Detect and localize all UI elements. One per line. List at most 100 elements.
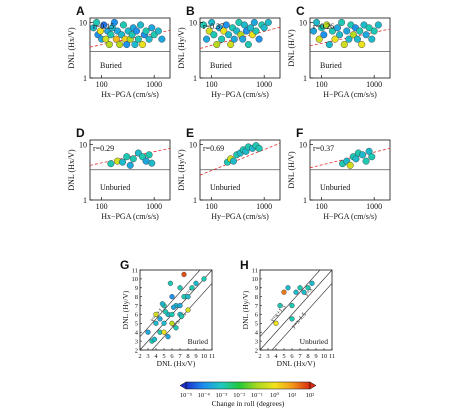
data-point <box>169 294 175 300</box>
data-point <box>328 27 336 35</box>
panel-letter: B <box>186 4 195 18</box>
data-point <box>325 41 333 49</box>
x-axis-label: Hx−PGA (cm/s/s) <box>101 212 159 221</box>
data-point <box>179 313 185 319</box>
data-point <box>210 31 218 39</box>
data-point <box>359 151 367 159</box>
data-point <box>151 336 158 342</box>
r-value-label: r=0.69 <box>203 144 224 153</box>
y-tick-label: 8 <box>135 294 138 301</box>
condition-label: Buried <box>188 337 209 346</box>
y-tick-label: 4 <box>135 330 139 337</box>
data-point <box>333 24 341 32</box>
data-point <box>139 41 147 49</box>
data-point <box>131 41 139 49</box>
data-point <box>173 325 179 331</box>
reference-line <box>260 270 321 337</box>
condition-label: Buried <box>320 61 342 70</box>
data-point <box>227 41 235 49</box>
data-point <box>315 35 323 43</box>
reference-line <box>271 283 332 350</box>
data-point <box>213 41 221 49</box>
data-point <box>145 35 153 43</box>
data-point <box>107 31 115 39</box>
x-tick-label: 6 <box>170 353 174 360</box>
data-point <box>185 294 191 300</box>
data-point <box>134 35 142 43</box>
x-tick-label: 100 <box>316 80 328 89</box>
data-point <box>368 153 376 161</box>
x-axis-label: Hy−PGA (cm/s/s) <box>211 212 269 221</box>
data-point <box>200 21 208 29</box>
data-point <box>123 41 131 49</box>
x-tick-label: 2 <box>138 353 141 360</box>
x-tick-label: 8 <box>186 353 189 360</box>
y-tick-label: 10 <box>189 18 197 27</box>
data-point <box>169 311 175 318</box>
panel-b: 100 1000 1 10 Hy−PGA (cm/s/s) DNL (Hy/V) r=0.3… <box>177 4 281 99</box>
data-point <box>264 18 272 26</box>
data-point <box>145 329 151 335</box>
data-point <box>203 35 211 43</box>
data-point <box>110 18 118 26</box>
condition-label: Buried <box>100 61 122 70</box>
y-tick-label: 3 <box>135 338 138 345</box>
x-tick-label: 5 <box>162 353 165 360</box>
data-point <box>161 320 167 326</box>
x-tick-label: 2 <box>258 353 261 360</box>
x-tick-label: 9 <box>314 353 317 360</box>
panel-h: y=xy=x+1.5 y=x-1.522334455667788991010111… <box>240 258 335 368</box>
data-point <box>193 280 199 286</box>
data-point <box>100 21 108 29</box>
data-point <box>289 316 295 322</box>
panel-g: y=xy=x+1.5 y=x-1.522334455667788991010111… <box>120 258 215 368</box>
x-tick-label: 9 <box>194 353 197 360</box>
r-value-label: r=0.26 <box>313 22 334 31</box>
data-point <box>177 285 183 291</box>
reference-line-label: y=x <box>183 287 194 298</box>
y-tick-label: 11 <box>132 267 138 274</box>
y-tick-label: 4 <box>255 330 259 337</box>
data-point <box>356 27 364 35</box>
y-tick-label: 11 <box>252 267 258 274</box>
trend-line <box>309 147 391 169</box>
data-point <box>123 153 131 161</box>
reference-line <box>260 270 332 350</box>
data-point <box>289 302 295 309</box>
data-point <box>112 35 120 43</box>
data-point <box>137 21 145 29</box>
x-tick-label: 3 <box>266 353 269 360</box>
data-point <box>331 35 339 43</box>
panel-letter: H <box>240 258 249 272</box>
data-point <box>358 41 366 49</box>
reference-lines <box>140 270 212 350</box>
data-point <box>370 27 378 35</box>
panel-letter: E <box>186 126 194 140</box>
data-point <box>310 27 318 35</box>
y-tick-label: 5 <box>255 321 258 328</box>
data-point <box>353 35 361 43</box>
y-axis-label: DNL (Hy/V) <box>241 290 250 329</box>
reference-line <box>140 270 212 350</box>
data-point <box>225 31 233 39</box>
colorbar-tick-label: 10⁻² <box>233 392 245 399</box>
data-point <box>181 271 187 278</box>
x-tick-label: 1000 <box>256 80 272 89</box>
data-point <box>177 302 183 309</box>
x-tick-label: 8 <box>306 353 309 360</box>
x-axis-label: DNL (Hx/V) <box>157 359 196 368</box>
data-point <box>116 41 124 49</box>
data-point <box>239 35 247 43</box>
reference-lines <box>260 270 332 350</box>
data-point <box>142 27 150 35</box>
data-point <box>165 334 171 340</box>
colorbar-arrow <box>179 381 187 390</box>
y-tick-label: 7 <box>135 303 139 310</box>
colorbar-tick-label: 10¹ <box>288 392 297 399</box>
data-point <box>305 285 311 291</box>
y-tick-label: 1 <box>303 196 307 205</box>
y-tick-label: 10 <box>299 18 307 27</box>
data-point <box>222 21 230 29</box>
x-tick-label: 100 <box>206 80 218 89</box>
colorbar-label: Change in roll (degrees) <box>212 399 285 408</box>
